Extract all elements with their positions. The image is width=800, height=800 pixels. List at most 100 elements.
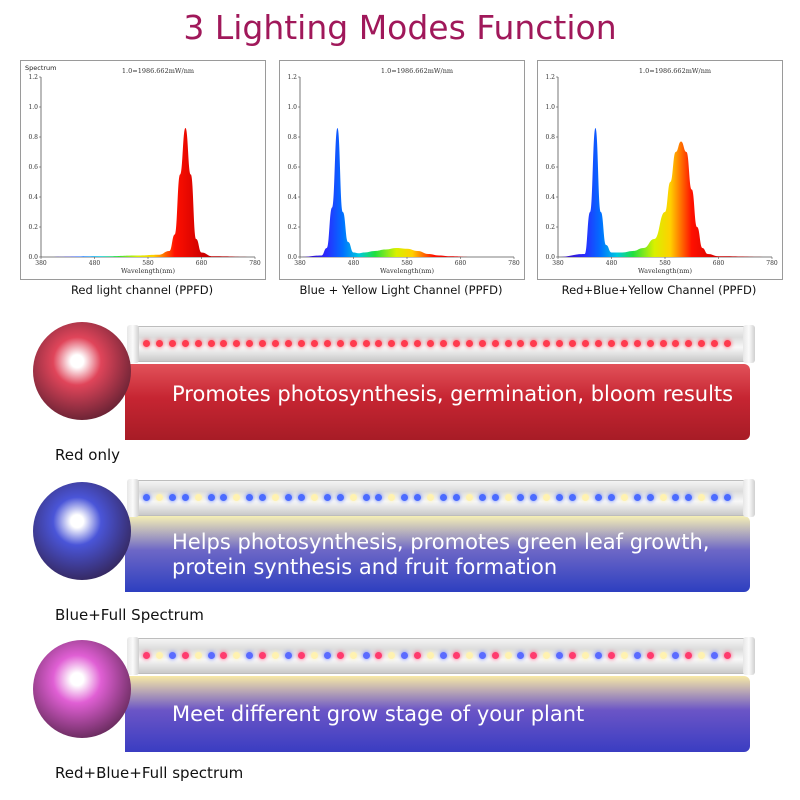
led-dot [711,340,719,347]
led-dot [375,652,383,659]
chart-caption-red: Red light channel (PPFD) [70,283,214,297]
x-tick-label: 680 [196,260,208,267]
y-tick-label: 0.4 [545,194,555,201]
led-dot [594,652,602,659]
plant-photo-mixed [33,640,131,738]
led-dot [711,652,719,659]
led-dot [349,340,357,347]
led-dot [285,494,293,501]
led-dot [672,652,680,659]
led-dot [272,652,280,659]
plant-photo-red [33,322,131,420]
led-dot [698,652,706,659]
spectrum-svg-red: 0.0 0.2 0.4 0.6 0.8 1.0 1.2 380 480 580 680 780 Wave… [25,64,261,275]
y-tick-label: 0.2 [28,224,38,231]
led-dot [414,652,422,659]
x-tick-label: 480 [348,260,360,267]
led-dot [607,652,615,659]
mode-band-red [125,364,750,440]
led-dot [659,340,667,347]
led-dot [194,494,202,501]
led-dot [543,494,551,501]
led-dot [646,652,654,659]
led-dot [504,652,512,659]
led-dot [698,340,706,347]
mode-label-mixed: Red+Blue+Full spectrum [55,764,244,782]
led-dot [594,494,602,501]
led-dot [194,340,202,347]
y-tick-label: 0.6 [545,164,555,171]
led-dot [440,494,447,501]
corner-label: Spectrum [25,64,57,72]
led-dot [452,652,460,659]
x-tick-label: 480 [606,260,618,267]
led-dot [336,340,344,347]
led-dot [233,340,241,347]
y-tick-label: 0.0 [28,254,38,261]
led-dot [155,494,163,501]
led-dot [685,652,693,659]
spectrum-svg-blue-yellow: 0.0 0.2 0.4 0.6 0.8 1.0 1.2 380 480 580 680 780 Wave… [287,67,520,275]
mode-row-red: Promotes photosynthesis, germination, bl… [0,318,800,478]
mode-description-line: Helps photosynthesis, promotes green lea… [172,530,710,554]
led-dot [478,652,486,659]
page-title: 3 Lighting Modes Function [183,8,617,47]
led-strip-mixed [143,651,739,661]
mode-band-mixed [125,676,750,752]
led-dot [259,494,267,501]
mode-description-blue: Helps photosynthesis, promotes green lea… [172,530,709,580]
led-dot [543,652,551,659]
led-dot [207,494,215,501]
mode-description-mixed: Meet different grow stage of your plant [172,702,584,727]
led-dot [659,494,667,501]
y-tick-label: 1.0 [28,104,38,111]
led-dot [569,652,577,659]
led-dot [401,494,409,501]
led-dot [711,494,719,501]
led-dot [724,494,732,501]
spectrum-chart-red: 0.0 0.2 0.4 0.6 0.8 1.0 1.2 380 480 580 680 780 Wave… [20,60,266,280]
led-dot [310,494,318,501]
y-tick-label: 1.0 [545,104,555,111]
led-dot [414,340,422,347]
x-axis-label: Wavelength(nm) [638,267,692,275]
mode-description-line: Meet different grow stage of your plant [172,702,585,726]
led-dot [246,494,254,501]
led-dot [362,340,370,347]
led-dot [517,494,525,501]
led-dot [646,340,654,347]
led-dot [272,494,280,501]
y-tick-label: 0.4 [28,194,38,201]
led-dot [207,652,215,659]
led-dot [207,340,215,347]
x-tick-label: 780 [508,260,520,267]
led-dot [530,340,538,347]
led-dot [143,652,150,659]
led-dot [620,652,628,659]
chart-caption-red-blue-yellow: Red+Blue+Yellow Channel (PPFD) [561,283,757,297]
led-dot [220,340,228,347]
spectrum-area [558,128,772,257]
x-tick-label: 580 [659,260,671,267]
led-dot [698,494,706,501]
spectrum-chart-red-blue-yellow: 0.0 0.2 0.4 0.6 0.8 1.0 1.2 380 480 580 680 780 Wave… [537,60,783,280]
led-dot [181,652,189,659]
led-dot [620,494,628,501]
mode-description-line: protein synthesis and fruit formation [172,555,558,579]
led-dot [259,652,267,659]
led-dot [556,652,564,659]
led-dot [620,340,628,347]
led-dot [414,494,422,501]
x-axis-label: Wavelength(nm) [121,267,175,275]
y-tick-label: 0.8 [28,134,38,141]
led-dot [297,652,305,659]
scale-note: 1.0=1986.662mW/nm [122,67,194,75]
led-dot [530,494,538,501]
x-tick-label: 680 [713,260,725,267]
led-dot [491,652,499,659]
led-dot [440,652,447,659]
chart-caption-blue-yellow: Blue + Yellow Light Channel (PPFD) [299,283,503,297]
spectrum-area [300,128,514,257]
led-dot [452,340,460,347]
led-dot [427,340,435,347]
